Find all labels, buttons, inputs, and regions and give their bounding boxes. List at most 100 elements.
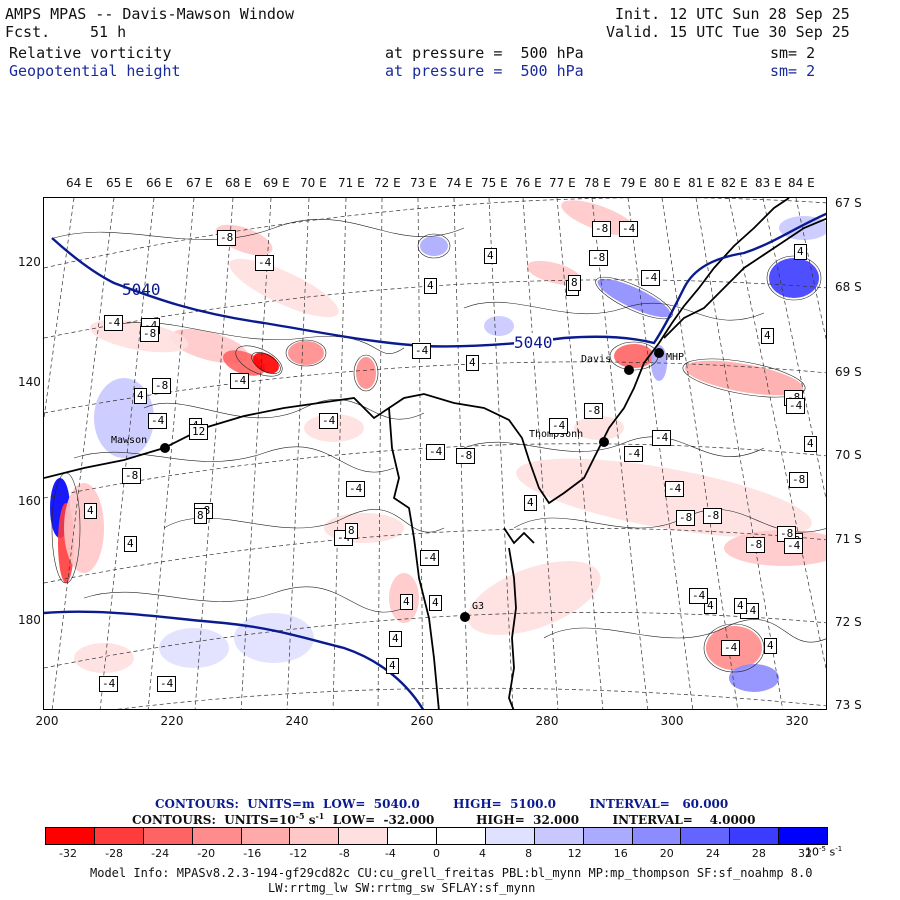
vorticity-value-label: -4: [786, 398, 806, 414]
colorbar-tick-label: -4: [384, 847, 396, 860]
colorbar-cell: [93, 828, 143, 844]
vorticity-value-label: -4: [255, 255, 275, 271]
units-s: s: [829, 845, 836, 859]
vorticity-value-label: 8: [345, 523, 358, 539]
vorticity-value-label: 4: [134, 388, 147, 404]
station-davis-label: Davis: [581, 354, 612, 365]
vorticity-value-label: -4: [157, 676, 177, 692]
vorticity-value-label: -8: [746, 537, 766, 553]
lon-label: 70 E: [300, 176, 327, 190]
lon-label: 78 E: [584, 176, 611, 190]
vorticity-value-label: 4: [804, 436, 817, 452]
map-canvas: [44, 198, 826, 709]
vorticity-value-label: -4: [230, 373, 250, 389]
lon-label: 69 E: [263, 176, 290, 190]
lat-label: 73 S: [835, 698, 862, 712]
lon-label: 65 E: [106, 176, 133, 190]
colorbar-tick-label: -8: [338, 847, 350, 860]
vorticity-value-label: -4: [346, 481, 366, 497]
vorticity-contours: [51, 219, 826, 673]
colorbar-tick-label: -28: [105, 847, 124, 860]
vorticity-value-label: 4: [734, 598, 747, 614]
lon-label: 74 E: [446, 176, 473, 190]
vorticity-value-label: 4: [794, 244, 807, 260]
map-title: AMPS MPAS -- Davis-Mawson Window: [5, 5, 294, 23]
vorticity-value-label: -4: [784, 538, 804, 554]
vorticity-value-label: 12: [189, 424, 209, 440]
colorbar-tick-label: 4: [479, 847, 487, 860]
vorticity-value-label: -4: [412, 343, 432, 359]
field-1-pressure: at pressure = 500 hPa: [385, 44, 584, 62]
x-tick: 220: [160, 714, 184, 728]
colorbar-cell: [387, 828, 436, 844]
colorbar-tick-label: 16: [613, 847, 628, 860]
vorticity-value-label: -8: [152, 378, 172, 394]
vorticity-value-label: -4: [619, 221, 639, 237]
lon-label: 64 E: [66, 176, 93, 190]
lon-label: 81 E: [688, 176, 715, 190]
colorbar-cell: [680, 828, 730, 844]
colorbar-cell: [142, 828, 192, 844]
vort-info-exponent: -5: [295, 811, 305, 821]
station-mawson-marker: [160, 443, 170, 453]
height-contour-label: 5040: [514, 333, 553, 352]
vorticity-value-label: -4: [641, 270, 661, 286]
colorbar-cell: [191, 828, 241, 844]
vorticity-value-label: -4: [721, 640, 741, 656]
colorbar-tick-label: -12: [289, 847, 308, 860]
station-mhp-marker: [654, 348, 664, 358]
vorticity-value-label: 4: [124, 536, 137, 552]
colorbar-tick-label: 8: [525, 847, 533, 860]
vorticity-value-label: -4: [624, 446, 644, 462]
colorbar-cell: [289, 828, 339, 844]
units-exponent-2: -1: [835, 845, 843, 853]
lon-label: 75 E: [481, 176, 508, 190]
lon-label: 79 E: [620, 176, 647, 190]
station-thompsonh-label: Thompsonh: [529, 429, 584, 440]
station-g3-marker: [460, 612, 470, 622]
station-mawson-label: Mawson: [111, 435, 148, 446]
vort-info-exponent-2: -1: [315, 811, 325, 821]
vorticity-value-label: -8: [584, 403, 604, 419]
vorticity-value-label: 4: [429, 595, 442, 611]
vorticity-value-label: 4: [386, 658, 399, 674]
vorticity-value-label: 4: [84, 503, 97, 519]
lat-label: 67 S: [835, 196, 862, 210]
colorbar-cell: [436, 828, 485, 844]
x-tick: 300: [660, 714, 684, 728]
model-info-line-2: LW:rrtmg_lw SW:rrtmg_sw SFLAY:sf_mynn: [268, 881, 536, 895]
model-info-line-1: Model Info: MPASv8.2.3-194-gf29cd82c CU:…: [90, 866, 813, 880]
lat-label: 70 S: [835, 448, 862, 462]
colorbar-tick-label: -24: [151, 847, 170, 860]
y-tick: 140: [18, 375, 41, 389]
lat-label: 71 S: [835, 532, 862, 546]
colorbar-tick-label: 12: [567, 847, 582, 860]
colorbar-tick-label: -20: [197, 847, 216, 860]
y-tick: 120: [18, 255, 41, 269]
vorticity-value-label: -8: [589, 250, 609, 266]
vorticity-value-label: -4: [420, 550, 440, 566]
station-davis-marker: [624, 365, 634, 375]
lon-label: 83 E: [755, 176, 782, 190]
colorbar-cell: [582, 828, 632, 844]
vorticity-value-label: 4: [400, 594, 413, 610]
field-2-pressure: at pressure = 500 hPa: [385, 62, 584, 80]
colorbar-cell: [484, 828, 534, 844]
colorbar-units: 10-5 s-1: [805, 845, 842, 859]
lon-label: 66 E: [146, 176, 173, 190]
vorticity-value-label: -4: [99, 676, 119, 692]
valid-time: Valid. 15 UTC Tue 30 Sep 25: [606, 23, 850, 41]
vorticity-value-label: -4: [665, 481, 685, 497]
colorbar-tick-label: 0: [433, 847, 440, 860]
station-g3-label: G3: [472, 601, 485, 612]
colorbar-tick-label: -16: [243, 847, 262, 860]
station-thompsonh-marker: [599, 437, 609, 447]
field-2-smoothing: sm= 2: [770, 62, 816, 80]
vorticity-value-label: 4: [524, 495, 537, 511]
field-1-smoothing: sm= 2: [770, 44, 816, 62]
lon-label: 68 E: [225, 176, 252, 190]
x-tick: 200: [35, 714, 59, 728]
lon-label: 77 E: [549, 176, 576, 190]
colorbar-cell: [631, 828, 681, 844]
colorbar-tick-label: 24: [705, 847, 720, 860]
